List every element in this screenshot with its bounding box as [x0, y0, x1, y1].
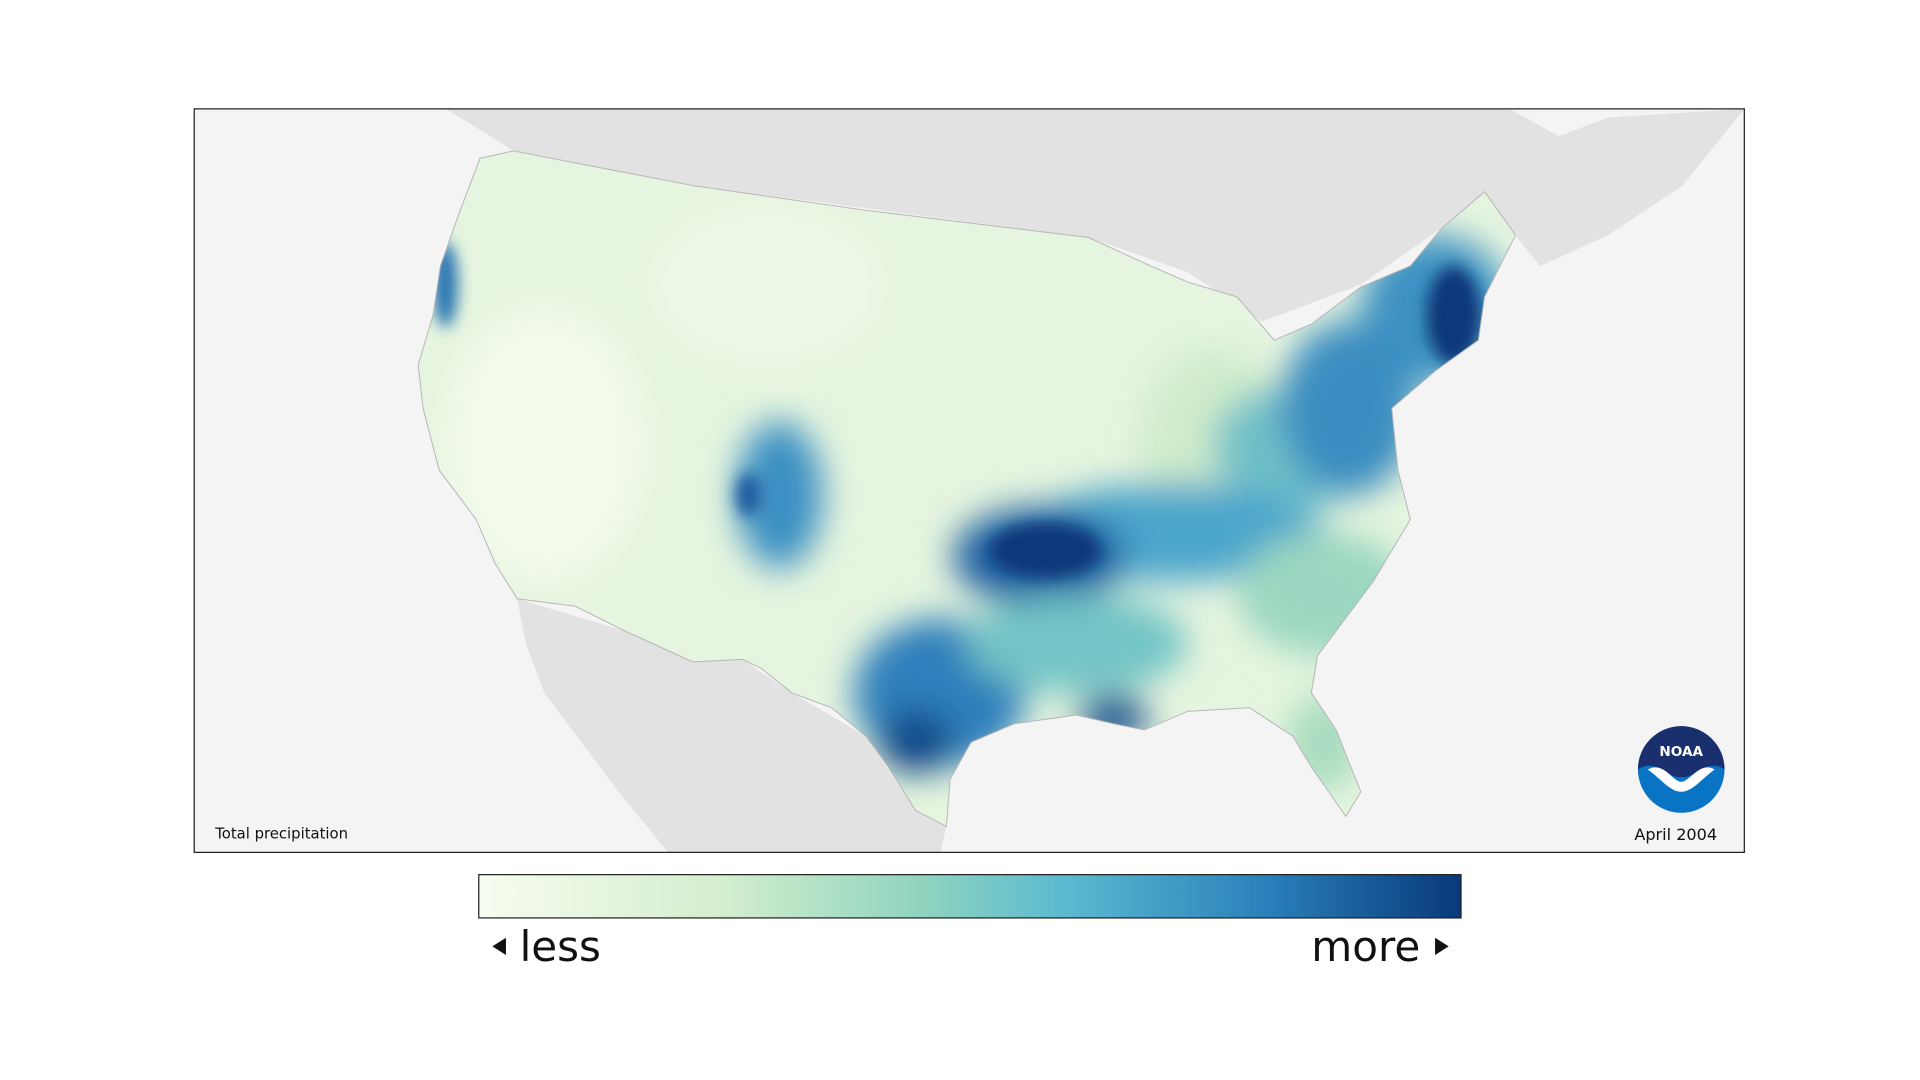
- more-arrow: [1435, 937, 1449, 956]
- map-area: [194, 108, 1745, 853]
- legend-less: less: [520, 922, 601, 971]
- less-arrow: [492, 937, 506, 956]
- map-date: April 2004: [1634, 825, 1717, 844]
- legend-more: more: [1311, 922, 1420, 971]
- map-frame: [193, 108, 1745, 853]
- canada: [445, 108, 1745, 322]
- colorbar: [478, 874, 1462, 919]
- mexico: [517, 598, 947, 853]
- noaa-logo: NOAA: [1637, 726, 1725, 813]
- map-caption: Total precipitation: [214, 826, 348, 843]
- logo-text: NOAA: [1659, 744, 1703, 760]
